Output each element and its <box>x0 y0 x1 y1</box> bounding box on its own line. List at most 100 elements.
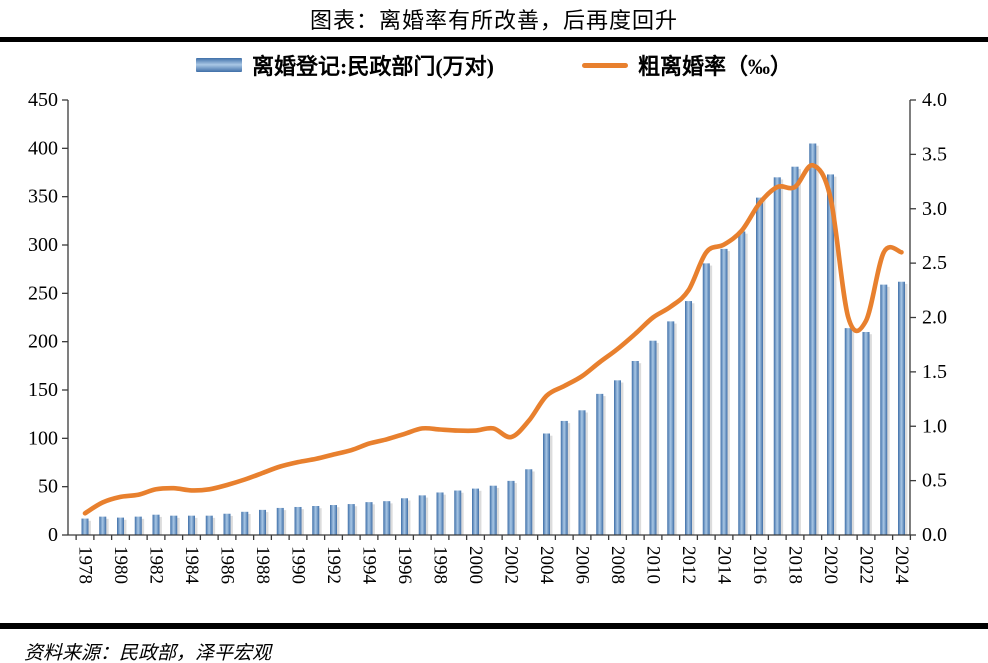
right-axis-tick-label: 2.5 <box>922 252 947 274</box>
bar-1982 <box>152 514 160 535</box>
legend-item-line: 粗离婚率（‰） <box>581 49 792 81</box>
bar-2016 <box>756 197 763 535</box>
x-axis-tick-label: 1988 <box>252 546 273 584</box>
x-axis-tick-label: 2012 <box>678 546 699 584</box>
bar-1998 <box>436 492 444 535</box>
bar-2000 <box>472 488 479 535</box>
bar-1981 <box>134 516 142 535</box>
x-axis-tick-label: 2018 <box>785 546 806 584</box>
right-axis-tick-label: 0.5 <box>922 470 947 492</box>
x-axis-tick-label: 1978 <box>75 546 96 584</box>
right-axis-tick-label: 4.0 <box>922 89 947 111</box>
left-axis-tick-label: 200 <box>28 331 58 353</box>
bar-2019 <box>809 143 817 535</box>
bar-2001 <box>489 485 497 535</box>
bar-2014 <box>720 248 728 535</box>
bar-2004 <box>543 433 550 535</box>
bar-1994 <box>365 502 373 535</box>
bar-1992 <box>330 505 337 535</box>
bar-1997 <box>418 495 426 535</box>
left-axis-tick-label: 150 <box>28 379 58 401</box>
bar-1985 <box>205 515 213 535</box>
left-axis-tick-label: 250 <box>28 282 58 304</box>
x-axis-tick-label: 2016 <box>749 546 770 584</box>
x-axis-tick-label: 2010 <box>643 546 664 584</box>
x-axis-tick-label: 2014 <box>714 546 735 585</box>
bar-2012 <box>685 301 692 535</box>
bar-2007 <box>596 393 604 535</box>
x-axis-tick-label: 2022 <box>856 546 877 584</box>
right-axis-tick-label: 3.0 <box>922 198 947 220</box>
bar-2006 <box>578 410 586 535</box>
bar-1984 <box>188 515 195 535</box>
chart-plot: 0 50 100 150 200 250 300 350 400 450 0.0 0.5 1.0 1.5 2… <box>28 89 947 585</box>
source-note: 资料来源：民政部，泽平宏观 <box>24 643 272 663</box>
bar-2010 <box>649 340 657 535</box>
bar-2003 <box>525 469 533 535</box>
bar-2023 <box>880 284 888 535</box>
x-axis-tick-label: 2008 <box>607 546 628 584</box>
bar-1979 <box>99 516 107 535</box>
x-axis-tick-label: 1994 <box>359 546 380 585</box>
right-axis-tick-label: 1.0 <box>922 415 947 437</box>
bar-1987 <box>241 511 249 535</box>
left-axis-tick-label: 50 <box>38 476 58 498</box>
top-divider <box>0 37 988 42</box>
bar-2017 <box>773 177 781 535</box>
page-title: 图表：离婚率有所改善，后再度回升 <box>309 7 678 33</box>
bar-2009 <box>631 361 639 535</box>
bar-2011 <box>667 321 675 535</box>
bar-2013 <box>702 263 710 535</box>
left-axis-tick-label: 450 <box>28 89 58 111</box>
legend-line-label: 粗离婚率（‰） <box>637 54 792 79</box>
bar-1988 <box>259 509 266 535</box>
left-axis-tick-label: 0 <box>48 524 58 546</box>
x-axis-tick-label: 2002 <box>501 546 522 584</box>
bar-1978 <box>81 518 89 535</box>
x-axis-tick-label: 1998 <box>430 546 451 584</box>
x-axis-tick-label: 1984 <box>181 546 202 585</box>
left-axis-tick-label: 400 <box>28 137 58 159</box>
bar-1999 <box>454 490 462 535</box>
x-axis-tick-label: 2020 <box>820 546 841 584</box>
right-axis-tick-label: 3.5 <box>922 143 947 165</box>
left-axis-tick-label: 350 <box>28 186 58 208</box>
bar-2020 <box>827 174 834 535</box>
title-row: 图表：离婚率有所改善，后再度回升 <box>0 0 988 37</box>
x-axis-tick-label: 2004 <box>536 546 557 585</box>
x-axis-tick-label: 1990 <box>288 546 309 584</box>
bar-2015 <box>738 231 746 535</box>
bar-1996 <box>401 498 408 535</box>
line-swatch-icon <box>581 62 628 68</box>
bar-1980 <box>117 517 124 535</box>
right-axis-tick-label: 0.0 <box>922 524 947 546</box>
bar-1986 <box>223 513 231 535</box>
x-axis-tick-label: 2006 <box>572 546 593 584</box>
x-axis-tick-label: 1992 <box>323 546 344 584</box>
bar-1995 <box>383 501 391 535</box>
left-axis-tick-label: 300 <box>28 234 58 256</box>
divorce-rate-line <box>82 163 904 516</box>
right-axis-tick-label: 2.0 <box>922 307 947 329</box>
source-row: 资料来源：民政部，泽平宏观 <box>0 629 988 663</box>
bar-2005 <box>560 420 568 535</box>
left-axis-tick-label: 100 <box>28 427 58 449</box>
bar-1993 <box>347 504 355 535</box>
bar-1983 <box>170 515 178 535</box>
bar-2008 <box>614 380 621 535</box>
x-axis-tick-label: 2024 <box>891 546 912 585</box>
bar-2002 <box>507 480 515 535</box>
bar-swatch-icon <box>196 58 242 72</box>
bar-2021 <box>844 328 852 535</box>
bar-1991 <box>312 506 320 535</box>
bottom-divider <box>0 623 988 629</box>
x-axis-tick-label: 1986 <box>217 546 238 584</box>
bar-1989 <box>276 507 284 535</box>
bar-2018 <box>791 166 799 535</box>
legend-item-bar: 离婚登记:民政部门(万对) <box>196 49 494 81</box>
bar-1990 <box>294 506 302 535</box>
x-axis-tick-label: 1982 <box>146 546 167 584</box>
legend: 离婚登记:民政部门(万对) 粗离婚率（‰） <box>0 42 988 88</box>
x-axis-tick-label: 2000 <box>465 546 486 584</box>
